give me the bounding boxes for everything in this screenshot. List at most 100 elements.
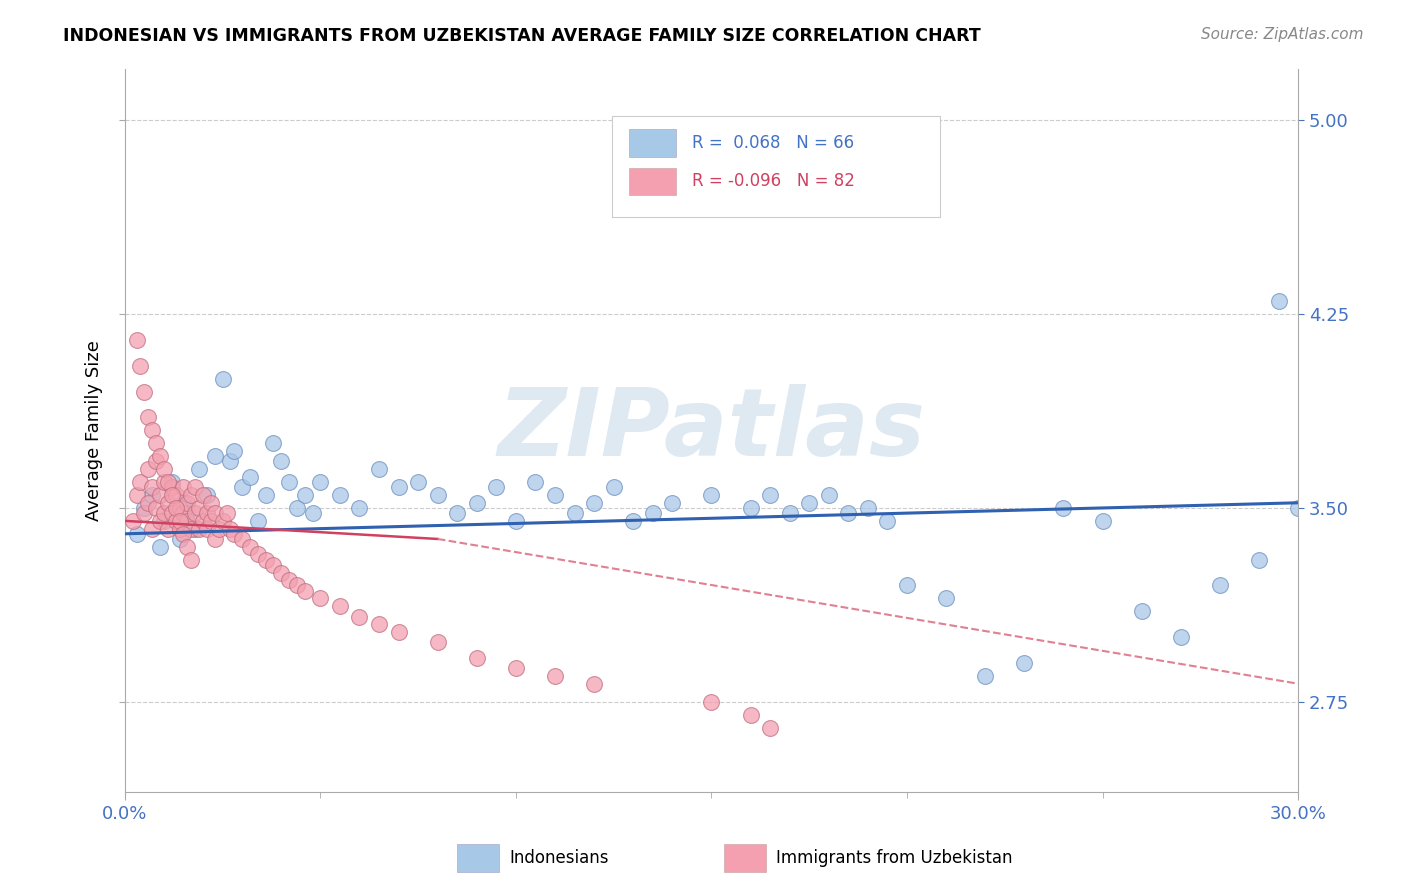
Point — [426, 488, 449, 502]
Point — [368, 617, 391, 632]
Point — [700, 695, 723, 709]
Point — [239, 470, 262, 484]
Point — [368, 462, 391, 476]
Point — [169, 514, 191, 528]
Point — [149, 514, 172, 528]
Point — [583, 496, 606, 510]
Point — [602, 480, 624, 494]
Point — [294, 583, 316, 598]
Point — [165, 500, 187, 515]
Point — [278, 475, 301, 489]
Point — [156, 496, 179, 510]
Point — [211, 372, 233, 386]
Point — [160, 475, 183, 489]
Point — [246, 514, 269, 528]
Point — [145, 500, 167, 515]
Point — [1091, 514, 1114, 528]
Point — [134, 506, 156, 520]
Point — [564, 506, 586, 520]
Point — [485, 480, 508, 494]
Point — [388, 625, 411, 640]
Point — [309, 475, 332, 489]
Point — [349, 500, 371, 515]
Point — [779, 506, 801, 520]
Point — [446, 506, 468, 520]
Point — [180, 552, 202, 566]
Text: R = -0.096   N = 82: R = -0.096 N = 82 — [692, 172, 855, 190]
Point — [1170, 630, 1192, 644]
Point — [208, 522, 231, 536]
Point — [184, 480, 207, 494]
Point — [231, 480, 253, 494]
Point — [309, 591, 332, 606]
Point — [169, 500, 191, 515]
Text: ZIPatlas: ZIPatlas — [498, 384, 925, 476]
Point — [524, 475, 547, 489]
Point — [176, 514, 198, 528]
Point — [1014, 656, 1036, 670]
Point — [180, 522, 202, 536]
Point — [136, 462, 159, 476]
Point — [188, 462, 211, 476]
Text: Immigrants from Uzbekistan: Immigrants from Uzbekistan — [776, 849, 1012, 867]
Point — [896, 578, 918, 592]
Point — [239, 540, 262, 554]
Point — [141, 522, 163, 536]
Point — [195, 522, 218, 536]
Point — [285, 578, 308, 592]
Point — [188, 522, 211, 536]
FancyBboxPatch shape — [630, 129, 676, 157]
Point — [176, 506, 198, 520]
Point — [125, 333, 148, 347]
Point — [224, 444, 246, 458]
Point — [125, 526, 148, 541]
Point — [173, 480, 195, 494]
Point — [1286, 500, 1309, 515]
Point — [188, 500, 211, 515]
Point — [740, 500, 762, 515]
Point — [974, 669, 997, 683]
Point — [285, 500, 308, 515]
Point — [817, 488, 839, 502]
Point — [184, 522, 207, 536]
Point — [1130, 604, 1153, 618]
Point — [160, 488, 183, 502]
Point — [156, 522, 179, 536]
Point — [215, 506, 238, 520]
Point — [191, 514, 214, 528]
Point — [149, 540, 172, 554]
Point — [270, 454, 292, 468]
Point — [134, 500, 156, 515]
Point — [191, 488, 214, 502]
Point — [270, 566, 292, 580]
FancyBboxPatch shape — [612, 116, 941, 217]
Point — [204, 449, 226, 463]
Point — [465, 496, 488, 510]
Point — [195, 488, 218, 502]
Point — [246, 548, 269, 562]
Point — [583, 677, 606, 691]
Point — [1267, 294, 1289, 309]
Point — [156, 475, 179, 489]
Y-axis label: Average Family Size: Average Family Size — [86, 340, 103, 521]
Point — [204, 506, 226, 520]
Point — [876, 514, 898, 528]
Point — [224, 526, 246, 541]
Point — [195, 506, 218, 520]
Point — [145, 436, 167, 450]
Point — [505, 514, 527, 528]
Point — [544, 488, 567, 502]
Point — [176, 540, 198, 554]
Point — [200, 514, 222, 528]
Point — [759, 721, 782, 735]
Point — [149, 488, 172, 502]
Point — [200, 496, 222, 510]
Point — [621, 514, 644, 528]
Point — [278, 574, 301, 588]
Point — [176, 496, 198, 510]
Point — [149, 449, 172, 463]
Point — [301, 506, 323, 520]
Point — [173, 526, 195, 541]
Point — [165, 488, 187, 502]
Point — [173, 496, 195, 510]
